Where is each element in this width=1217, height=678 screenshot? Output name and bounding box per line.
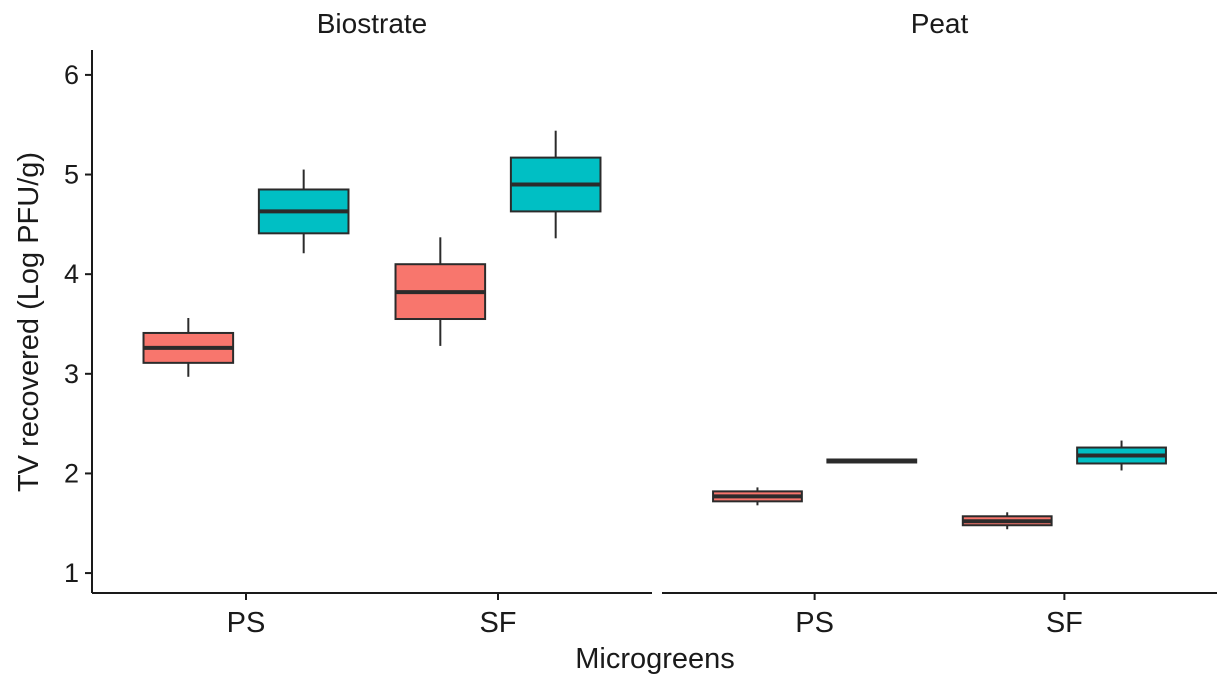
y-axis-title: TV recovered (Log PFU/g) [13, 152, 45, 492]
x-tick-label: PS [227, 607, 266, 639]
x-tick-label: SF [1046, 607, 1083, 639]
y-tick-label: 4 [64, 259, 79, 289]
x-tick-label: SF [479, 607, 516, 639]
plot-area: 1 2 3 4 5 6 Biostrate PS SF Peat PS SF [64, 8, 1217, 639]
y-tick-label: 5 [64, 160, 79, 190]
facet-title: Peat [911, 8, 969, 39]
y-tick-label: 6 [64, 60, 79, 90]
y-tick-label: 2 [64, 458, 79, 488]
y-tick-label: 3 [64, 359, 79, 389]
facet-title: Biostrate [317, 8, 428, 39]
x-tick-label: PS [795, 607, 834, 639]
y-tick-label: 1 [64, 558, 79, 588]
x-axis-title: Microgreens [575, 643, 735, 675]
